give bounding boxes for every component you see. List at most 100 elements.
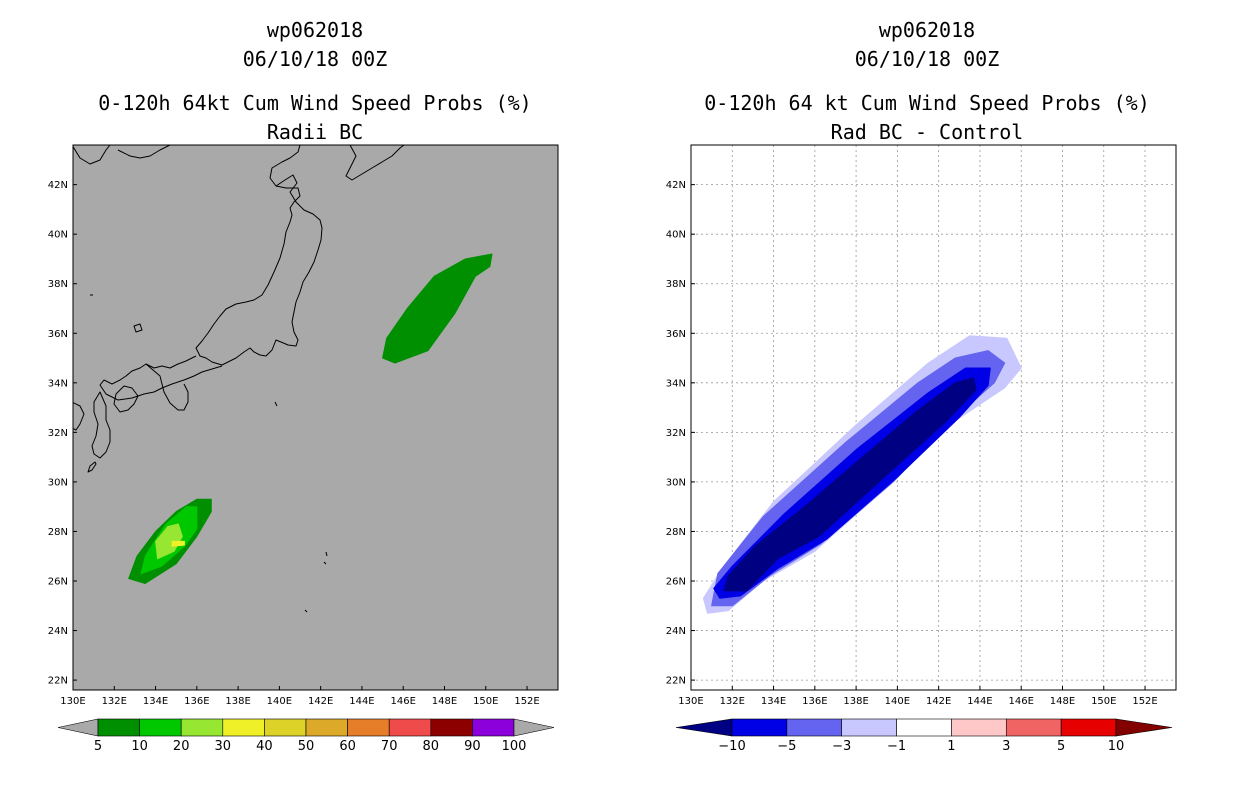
colorbar-swatch bbox=[264, 718, 307, 737]
x-tick-label: 142E bbox=[308, 696, 333, 707]
y-tick-label: 36N bbox=[48, 329, 68, 340]
difference-regions bbox=[702, 335, 1022, 614]
x-tick-label: 140E bbox=[885, 696, 910, 707]
y-tick-label: 32N bbox=[48, 428, 68, 439]
y-tick-label: 26N bbox=[48, 577, 68, 588]
colorbar-label: 30 bbox=[215, 739, 232, 754]
colorbar-label: 5 bbox=[1057, 739, 1065, 754]
colorbar-label: 70 bbox=[381, 739, 398, 754]
colorbar-label: 20 bbox=[173, 739, 190, 754]
y-tick-label: 34N bbox=[48, 378, 68, 389]
colorbar-swatch bbox=[951, 718, 1007, 737]
colorbar-swatch bbox=[305, 718, 348, 737]
colorbar-swatch bbox=[180, 718, 224, 737]
y-tick-label: 38N bbox=[48, 279, 68, 290]
region-30-40 bbox=[171, 540, 185, 547]
colorbar-label: −3 bbox=[832, 739, 851, 754]
colorbar-below-triangle bbox=[675, 718, 733, 737]
x-tick-label: 150E bbox=[473, 696, 498, 707]
x-tick-label: 134E bbox=[143, 696, 168, 707]
x-axis-ticks: 130E 132E 134E 136E 138E 140E 142E 144E 146E 148E… bbox=[678, 686, 1158, 707]
y-tick-label: 24N bbox=[666, 626, 686, 637]
colorbar-label: 1 bbox=[947, 739, 955, 754]
colorbar-swatch bbox=[841, 718, 897, 737]
y-axis-ticks: 22N 24N 26N 28N 30N 32N 34N 36N 38N 40N 42N bbox=[666, 180, 695, 687]
y-tick-label: 30N bbox=[666, 477, 686, 488]
chart-title-line-2: 06/10/18 00Z bbox=[243, 47, 388, 71]
chart-title-line-4: Rad BC - Control bbox=[831, 120, 1024, 144]
x-tick-label: 150E bbox=[1091, 696, 1116, 707]
colorbar-swatch bbox=[731, 718, 788, 737]
y-tick-label: 24N bbox=[48, 626, 68, 637]
chart-title-line-1: wp062018 bbox=[879, 18, 975, 42]
y-tick-label: 42N bbox=[666, 180, 686, 191]
chart-title-line-3: 0-120h 64kt Cum Wind Speed Probs (%) bbox=[98, 91, 531, 115]
x-tick-label: 144E bbox=[967, 696, 992, 707]
region-5-10 bbox=[382, 253, 493, 364]
colorbar-swatch bbox=[347, 718, 390, 737]
colorbar-above-triangle bbox=[513, 718, 555, 737]
x-tick-label: 148E bbox=[1050, 696, 1075, 707]
y-tick-label: 28N bbox=[666, 527, 686, 538]
x-tick-label: 142E bbox=[926, 696, 951, 707]
x-axis-ticks: 130E 132E 134E 136E 138E 140E 142E 144E 146E 148E… bbox=[60, 686, 540, 707]
y-tick-label: 32N bbox=[666, 428, 686, 439]
x-tick-label: 146E bbox=[391, 696, 416, 707]
x-tick-label: 148E bbox=[432, 696, 457, 707]
x-tick-label: 144E bbox=[349, 696, 374, 707]
chart-title-line-4: Radii BC bbox=[267, 120, 363, 144]
region--10 bbox=[723, 377, 977, 592]
x-tick-label: 146E bbox=[1009, 696, 1034, 707]
colorbar-label: 3 bbox=[1002, 739, 1010, 754]
x-tick-label: 136E bbox=[802, 696, 827, 707]
x-tick-label: 138E bbox=[225, 696, 250, 707]
region-20-30 bbox=[155, 523, 183, 560]
y-axis-ticks: 22N 24N 26N 28N 30N 32N 34N 36N 38N 40N 42N bbox=[48, 180, 77, 687]
y-tick-label: 40N bbox=[666, 230, 686, 241]
colorbar-swatch bbox=[786, 718, 843, 737]
chart-title-line-2: 06/10/18 00Z bbox=[855, 47, 1000, 71]
y-tick-label: 36N bbox=[666, 329, 686, 340]
chart-panel-rad-bc-minus-control: wp062018 06/10/18 00Z 0-120h 64 kt Cum W… bbox=[666, 18, 1177, 754]
x-tick-label: 132E bbox=[102, 696, 127, 707]
colorbar-label: 100 bbox=[502, 739, 527, 754]
colorbar: −10 −5 −3 −1 1 3 5 10 bbox=[675, 718, 1173, 754]
plot-frame bbox=[72, 144, 559, 691]
colorbar-label: 90 bbox=[464, 739, 481, 754]
x-tick-label: 130E bbox=[678, 696, 703, 707]
colorbar-label: −1 bbox=[887, 739, 906, 754]
x-tick-label: 140E bbox=[267, 696, 292, 707]
chart-title-line-3: 0-120h 64 kt Cum Wind Speed Probs (%) bbox=[704, 91, 1150, 115]
x-tick-label: 132E bbox=[720, 696, 745, 707]
colorbar: 5 10 20 30 40 50 60 70 80 90 100 bbox=[57, 718, 555, 754]
colorbar-swatch bbox=[139, 718, 182, 737]
x-tick-label: 130E bbox=[60, 696, 85, 707]
colorbar-swatch bbox=[896, 718, 952, 737]
plot-area bbox=[73, 145, 558, 690]
chart-panel-radii-bc: wp062018 06/10/18 00Z 0-120h 64kt Cum Wi… bbox=[48, 18, 559, 754]
y-tick-label: 26N bbox=[666, 577, 686, 588]
colorbar-swatch bbox=[472, 718, 515, 737]
colorbar-below-triangle bbox=[57, 718, 99, 737]
y-tick-label: 22N bbox=[666, 676, 686, 687]
colorbar-label: 10 bbox=[1108, 739, 1125, 754]
colorbar-swatch bbox=[388, 718, 432, 737]
colorbar-swatch bbox=[1060, 718, 1117, 737]
y-tick-label: 34N bbox=[666, 378, 686, 389]
x-tick-label: 152E bbox=[1132, 696, 1157, 707]
colorbar-label: 80 bbox=[423, 739, 440, 754]
colorbar-label: 60 bbox=[339, 739, 356, 754]
colorbar-label: −5 bbox=[777, 739, 796, 754]
colorbar-label: 5 bbox=[94, 739, 102, 754]
x-tick-label: 152E bbox=[514, 696, 539, 707]
colorbar-label: 50 bbox=[298, 739, 315, 754]
chart-title-line-1: wp062018 bbox=[267, 18, 363, 42]
y-tick-label: 22N bbox=[48, 676, 68, 687]
y-tick-label: 42N bbox=[48, 180, 68, 191]
colorbar-label: 40 bbox=[256, 739, 273, 754]
y-tick-label: 38N bbox=[666, 279, 686, 290]
y-tick-label: 40N bbox=[48, 230, 68, 241]
colorbar-swatch bbox=[97, 718, 140, 737]
y-tick-label: 28N bbox=[48, 527, 68, 538]
